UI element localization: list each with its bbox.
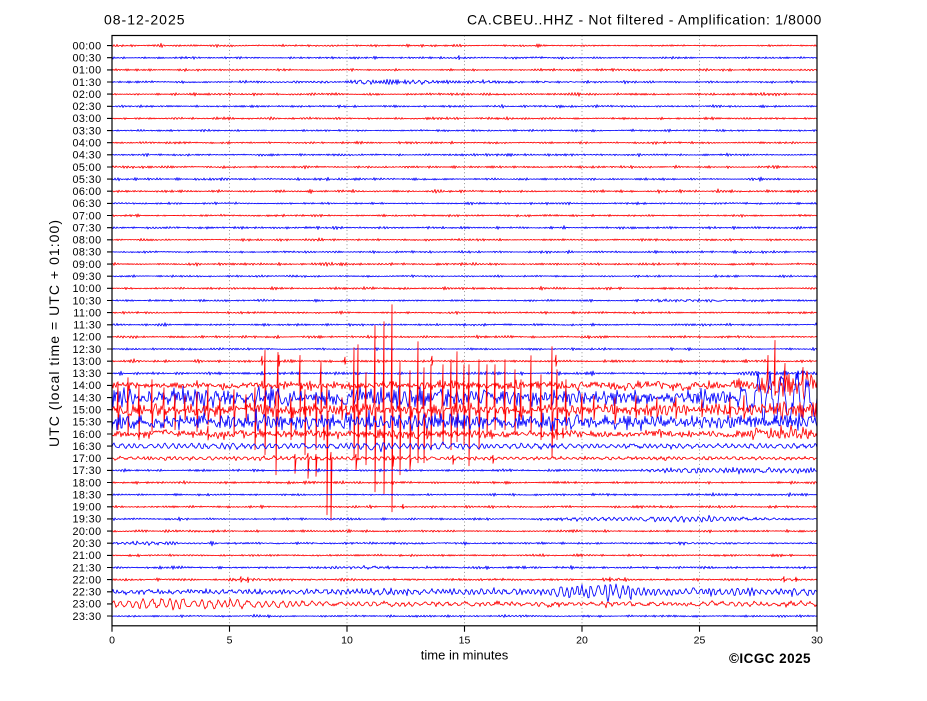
svg-text:30: 30 (811, 635, 823, 647)
svg-text:06:00: 06:00 (72, 186, 101, 198)
svg-text:08-12-2025: 08-12-2025 (104, 12, 186, 28)
svg-text:17:30: 17:30 (72, 465, 101, 477)
svg-text:01:00: 01:00 (72, 65, 101, 77)
svg-text:15:00: 15:00 (72, 405, 101, 417)
svg-text:05:00: 05:00 (72, 162, 101, 174)
svg-text:CA.CBEU..HHZ - Not filtered -: CA.CBEU..HHZ - Not filtered - Amplificat… (467, 12, 822, 28)
svg-text:22:00: 22:00 (72, 574, 101, 586)
svg-text:08:30: 08:30 (72, 247, 101, 259)
svg-text:10: 10 (341, 635, 353, 647)
svg-text:02:30: 02:30 (72, 101, 101, 113)
svg-text:07:00: 07:00 (72, 210, 101, 222)
svg-text:13:00: 13:00 (72, 356, 101, 368)
svg-text:06:30: 06:30 (72, 198, 101, 210)
svg-text:15:30: 15:30 (72, 417, 101, 429)
svg-text:18:30: 18:30 (72, 490, 101, 502)
svg-text:03:00: 03:00 (72, 113, 101, 125)
svg-text:11:30: 11:30 (73, 320, 101, 332)
svg-text:14:30: 14:30 (72, 392, 101, 404)
svg-text:©ICGC 2025: ©ICGC 2025 (729, 651, 811, 666)
svg-text:10:30: 10:30 (72, 295, 101, 307)
svg-text:00:00: 00:00 (72, 40, 101, 52)
svg-text:00:30: 00:30 (72, 53, 101, 65)
svg-text:17:00: 17:00 (72, 453, 101, 465)
svg-text:18:00: 18:00 (72, 477, 101, 489)
svg-text:16:30: 16:30 (72, 441, 101, 453)
svg-text:03:30: 03:30 (72, 125, 101, 137)
svg-text:02:00: 02:00 (72, 89, 101, 101)
svg-text:25: 25 (694, 635, 706, 647)
svg-text:21:00: 21:00 (72, 550, 101, 562)
svg-text:04:30: 04:30 (72, 150, 101, 162)
svg-text:05:30: 05:30 (72, 174, 101, 186)
svg-text:07:30: 07:30 (72, 223, 101, 235)
svg-text:20:00: 20:00 (72, 526, 101, 538)
svg-text:19:30: 19:30 (72, 514, 101, 526)
svg-text:21:30: 21:30 (72, 562, 101, 574)
svg-text:15: 15 (459, 635, 471, 647)
svg-text:11:00: 11:00 (73, 307, 101, 319)
svg-text:19:00: 19:00 (72, 502, 101, 514)
svg-text:16:00: 16:00 (72, 429, 101, 441)
svg-text:23:30: 23:30 (72, 611, 101, 623)
svg-text:09:30: 09:30 (72, 271, 101, 283)
svg-text:04:00: 04:00 (72, 138, 101, 150)
svg-text:0: 0 (109, 635, 115, 647)
svg-text:08:00: 08:00 (72, 235, 101, 247)
svg-text:14:00: 14:00 (72, 380, 101, 392)
svg-text:09:00: 09:00 (72, 259, 101, 271)
svg-text:20: 20 (576, 635, 588, 647)
svg-text:5: 5 (227, 635, 233, 647)
svg-text:time in minutes: time in minutes (421, 648, 509, 663)
svg-text:10:00: 10:00 (72, 283, 101, 295)
svg-text:12:30: 12:30 (72, 344, 101, 356)
svg-text:01:30: 01:30 (72, 77, 101, 89)
svg-text:13:30: 13:30 (72, 368, 101, 380)
svg-text:22:30: 22:30 (72, 587, 101, 599)
svg-text:UTC (local time = UTC + 01:00): UTC (local time = UTC + 01:00) (46, 219, 62, 447)
svg-text:23:00: 23:00 (72, 599, 101, 611)
svg-text:20:30: 20:30 (72, 538, 101, 550)
svg-text:12:00: 12:00 (72, 332, 101, 344)
